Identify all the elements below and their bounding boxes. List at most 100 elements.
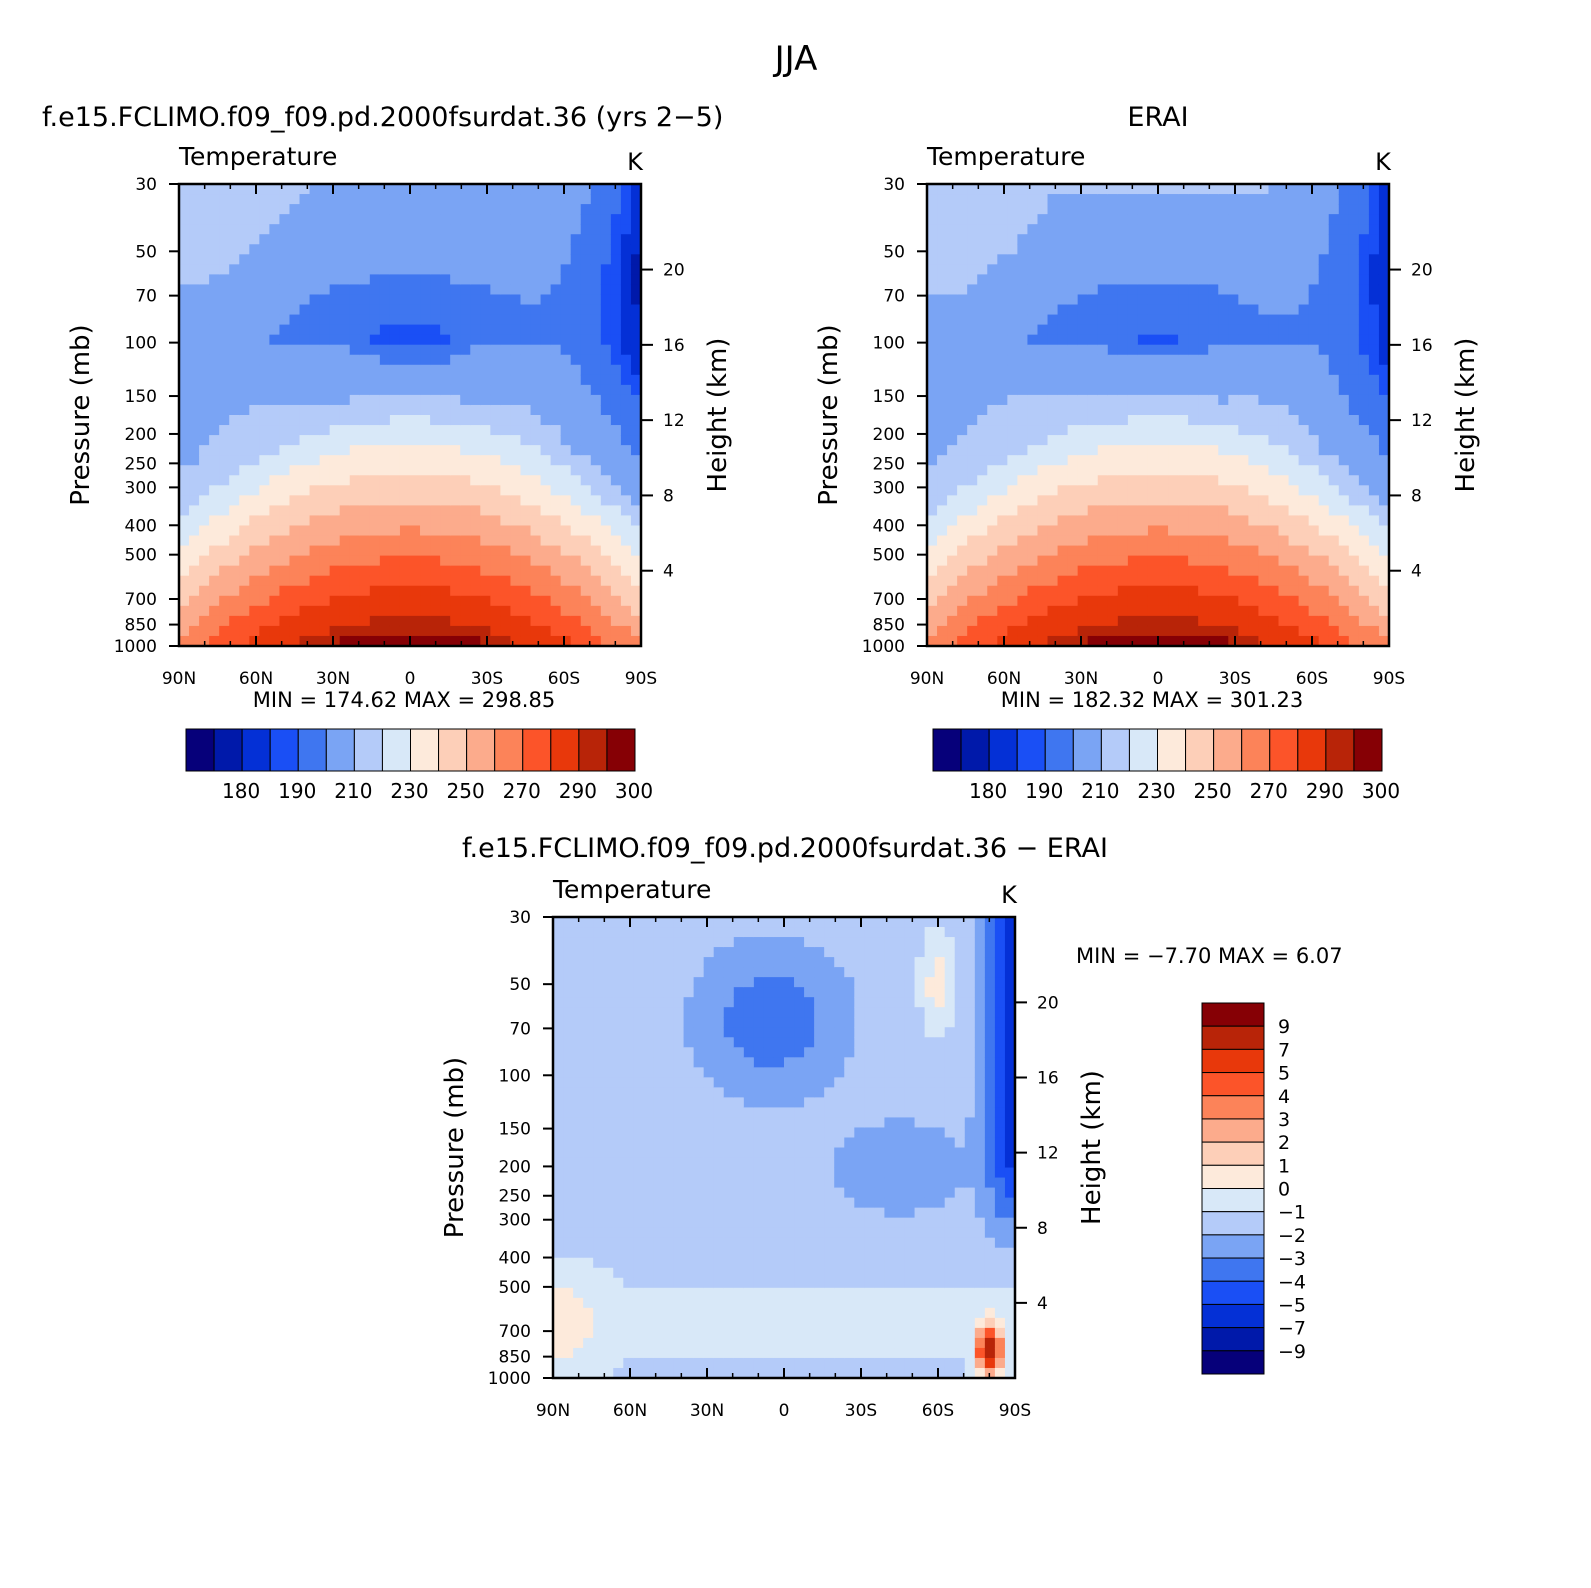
contour-cell	[1368, 605, 1380, 617]
contour-cell	[1228, 625, 1239, 637]
contour-cell	[1328, 455, 1340, 466]
contour-cell	[590, 364, 602, 376]
contour-cell	[289, 575, 301, 587]
contour-cell	[440, 415, 451, 426]
contour-cell	[319, 415, 331, 426]
contour-cell	[420, 354, 431, 366]
contour-cell	[299, 404, 311, 416]
contour-cell	[1208, 194, 1219, 205]
contour-cell	[987, 565, 998, 577]
contour-cell	[420, 254, 431, 265]
contour-cell	[1047, 254, 1059, 265]
contour-cell	[987, 334, 998, 346]
contour-cell	[1097, 244, 1109, 255]
contour-cell	[1278, 535, 1290, 547]
contour-cell	[1158, 575, 1169, 587]
contour-cell	[1218, 374, 1229, 386]
contour-cell	[440, 455, 451, 466]
contour-cell	[1087, 495, 1099, 506]
contour-cell	[1007, 324, 1018, 336]
contour-cell	[470, 264, 481, 275]
contour-cell	[470, 374, 481, 386]
contour-cell	[1348, 585, 1360, 597]
contour-cell	[349, 254, 361, 265]
contour-cell	[309, 234, 321, 245]
contour-cell	[209, 314, 220, 326]
contour-cell	[239, 515, 250, 527]
contour-cell	[289, 184, 301, 195]
contour-cell	[550, 264, 562, 275]
contour-cell	[1117, 455, 1129, 466]
contour-cell	[1218, 324, 1229, 336]
contour-cell	[1117, 635, 1129, 647]
y-right-tick-label: 20	[1411, 261, 1433, 281]
contour-cell	[937, 515, 948, 527]
contour-cell	[563, 1277, 574, 1289]
contour-cell	[1378, 244, 1390, 255]
contour-cell	[1127, 394, 1139, 406]
contour-cell	[1288, 224, 1300, 235]
contour-cell	[239, 234, 250, 245]
contour-cell	[420, 445, 431, 456]
contour-cell	[229, 475, 240, 486]
contour-cell	[399, 234, 411, 245]
contour-cell	[1348, 214, 1360, 225]
contour-cell	[420, 344, 431, 356]
contour-cell	[947, 404, 958, 416]
contour-cell	[613, 947, 624, 958]
contour-cell	[279, 595, 291, 607]
contour-cell	[389, 575, 401, 587]
contour-cell	[1027, 254, 1039, 265]
contour-cell	[1147, 525, 1159, 537]
contour-cell	[1168, 525, 1179, 537]
contour-cell	[470, 535, 481, 547]
contour-cell	[1278, 204, 1290, 215]
contour-cell	[1007, 254, 1018, 265]
contour-cell	[1087, 354, 1099, 366]
contour-cell	[1158, 274, 1169, 286]
contour-cell	[179, 364, 190, 376]
contour-cell	[1107, 415, 1119, 426]
contour-cell	[520, 294, 532, 306]
contour-cell	[610, 595, 622, 607]
contour-cell	[550, 214, 562, 225]
contour-cell	[490, 415, 501, 426]
contour-cell	[379, 635, 391, 647]
contour-cell	[1067, 605, 1079, 617]
contour-cell	[309, 485, 321, 496]
contour-cell	[1067, 194, 1079, 205]
contour-cell	[1378, 264, 1390, 275]
contour-cell	[399, 194, 411, 205]
contour-cell	[937, 445, 948, 456]
contour-cell	[219, 404, 230, 416]
contour-cell	[1368, 364, 1380, 376]
contour-cell	[1097, 615, 1109, 627]
contour-cell	[410, 625, 421, 637]
contour-cell	[1378, 274, 1390, 286]
contour-cell	[410, 605, 421, 617]
contour-cell	[259, 404, 270, 416]
contour-cell	[927, 635, 938, 647]
contour-cell	[440, 244, 451, 255]
contour-cell	[309, 575, 321, 587]
contour-cell	[1178, 354, 1189, 366]
colorbar-label: 250	[447, 779, 485, 803]
contour-cell	[1358, 475, 1370, 486]
contour-cell	[1218, 525, 1229, 537]
contour-cell	[593, 1057, 604, 1068]
contour-cell	[1258, 354, 1270, 366]
contour-cell	[1168, 545, 1179, 557]
contour-cell	[359, 394, 371, 406]
contour-cell	[1308, 314, 1320, 326]
contour-cell	[279, 194, 291, 205]
contour-cell	[1087, 314, 1099, 326]
contour-cell	[239, 535, 250, 547]
contour-cell	[510, 415, 522, 426]
contour-cell	[977, 445, 988, 456]
contour-cell	[269, 635, 281, 647]
contour-cell	[1268, 485, 1280, 496]
contour-cell	[1047, 204, 1059, 215]
contour-cell	[1007, 264, 1018, 275]
contour-cell	[1198, 425, 1209, 436]
contour-cell	[1158, 555, 1169, 567]
